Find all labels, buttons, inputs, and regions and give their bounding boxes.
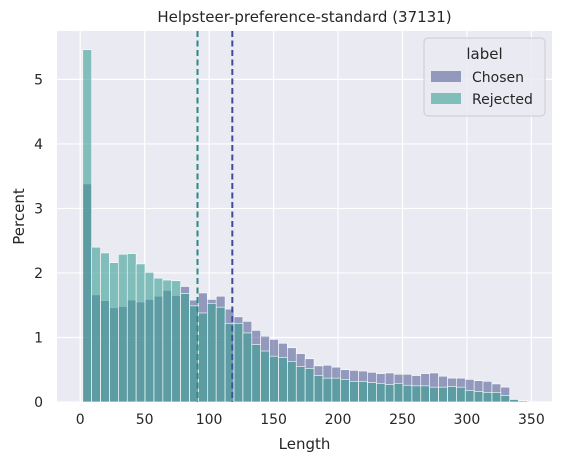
- bar-rejected: [331, 377, 342, 403]
- bar-rejected: [91, 246, 101, 403]
- bar-rejected: [482, 392, 493, 403]
- bar-rejected: [313, 375, 324, 403]
- bar-rejected: [233, 322, 244, 403]
- bar-rejected: [109, 262, 119, 403]
- x-tick-label: 0: [76, 412, 85, 428]
- bar-rejected: [260, 350, 270, 403]
- bar-rejected: [162, 279, 173, 403]
- x-tick-label: 300: [454, 412, 481, 428]
- bar-rejected: [340, 379, 350, 403]
- bar-rejected: [287, 361, 297, 403]
- bar-rejected: [144, 272, 155, 403]
- bar-rejected: [126, 253, 137, 403]
- mean-lines: [196, 31, 234, 402]
- bar-rejected: [438, 386, 448, 403]
- bar-rejected: [411, 385, 422, 403]
- legend-swatch-rejected: [431, 93, 461, 104]
- bar-rejected: [295, 366, 306, 403]
- x-tick-label: 100: [196, 412, 223, 428]
- bar-rejected: [456, 386, 466, 403]
- bar-rejected: [198, 312, 208, 403]
- y-tick-label: 1: [34, 330, 43, 346]
- y-tick-label: 5: [34, 72, 43, 88]
- bar-rejected: [153, 277, 164, 403]
- bar-rejected: [358, 381, 368, 403]
- bar-rejected: [100, 252, 110, 403]
- bar-rejected: [429, 386, 439, 403]
- legend-title: label: [466, 45, 502, 63]
- bar-rejected: [304, 368, 315, 403]
- bar-rejected: [278, 357, 288, 403]
- bar-rejected: [509, 399, 519, 403]
- bar-rejected: [322, 377, 333, 403]
- bars: [82, 49, 528, 403]
- bar-rejected: [242, 332, 253, 403]
- bar-rejected: [491, 392, 502, 403]
- bar-rejected: [215, 306, 226, 403]
- legend-swatch-chosen: [431, 71, 461, 82]
- y-tick-labels: 0 1 2 3 4 5: [34, 72, 43, 411]
- bar-rejected: [402, 384, 413, 403]
- bar-rejected: [518, 400, 528, 403]
- bar-rejected: [500, 395, 511, 403]
- bar-rejected: [447, 386, 457, 403]
- bar-rejected: [207, 302, 217, 403]
- x-tick-label: 250: [389, 412, 416, 428]
- bar-rejected: [269, 355, 279, 403]
- bar-rejected: [384, 384, 395, 403]
- y-tick-label: 2: [34, 266, 43, 282]
- legend: label Chosen Rejected: [423, 37, 546, 117]
- x-tick-label: 150: [260, 412, 287, 428]
- bar-rejected: [135, 263, 146, 403]
- x-axis-label: Length: [279, 435, 331, 453]
- legend-label-rejected: Rejected: [472, 92, 533, 108]
- bar-rejected: [376, 382, 386, 403]
- x-tick-label: 200: [325, 412, 352, 428]
- bar-rejected: [180, 293, 190, 403]
- bar-rejected: [82, 49, 92, 403]
- x-tick-label: 50: [136, 412, 154, 428]
- bar-rejected: [171, 280, 181, 403]
- bar-rejected: [464, 390, 475, 403]
- chart-title: Helpsteer-preference-standard (37131): [157, 8, 451, 26]
- bar-rejected: [118, 253, 128, 403]
- bar-rejected: [251, 344, 261, 403]
- y-tick-label: 3: [34, 201, 43, 217]
- bar-rejected: [473, 391, 484, 403]
- legend-label-chosen: Chosen: [472, 70, 524, 86]
- bar-rejected: [349, 381, 359, 403]
- y-tick-label: 4: [34, 137, 43, 153]
- legend-entries: Chosen Rejected: [431, 70, 533, 108]
- y-axis-label: Percent: [10, 188, 28, 245]
- bar-rejected: [393, 382, 404, 403]
- y-tick-label: 0: [34, 395, 43, 411]
- bar-rejected: [420, 385, 430, 403]
- x-tick-labels: 0 50 100 150 200 250 300 350: [76, 412, 545, 428]
- bar-rejected: [367, 382, 377, 403]
- x-tick-label: 350: [518, 412, 545, 428]
